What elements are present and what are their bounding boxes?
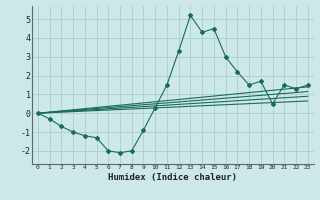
X-axis label: Humidex (Indice chaleur): Humidex (Indice chaleur)	[108, 173, 237, 182]
